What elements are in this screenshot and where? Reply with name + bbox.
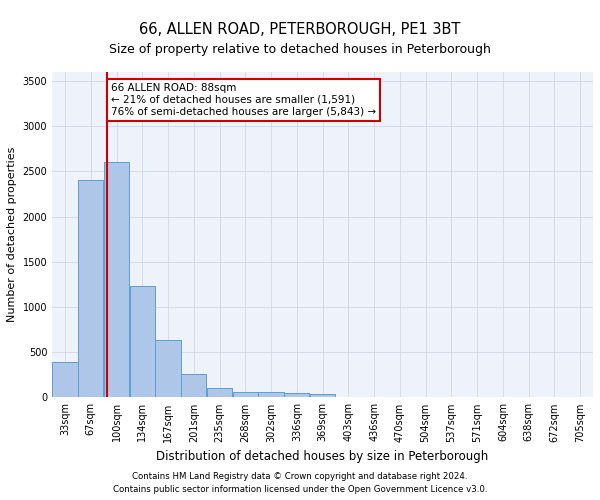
Bar (310, 394, 335, 398)
Bar (52, 362, 77, 398)
Text: 66, ALLEN ROAD, PETERBOROUGH, PE1 3BT: 66, ALLEN ROAD, PETERBOROUGH, PE1 3BT (139, 22, 461, 38)
Bar (78, 180, 103, 398)
Bar (130, 286, 155, 398)
Text: Contains HM Land Registry data © Crown copyright and database right 2024.: Contains HM Land Registry data © Crown c… (132, 472, 468, 481)
Bar (259, 392, 284, 398)
Text: 66 ALLEN ROAD: 88sqm
← 21% of detached houses are smaller (1,591)
76% of semi-de: 66 ALLEN ROAD: 88sqm ← 21% of detached h… (111, 84, 376, 116)
Y-axis label: Number of detached properties: Number of detached properties (7, 147, 17, 322)
Bar (233, 392, 258, 398)
Text: Contains public sector information licensed under the Open Government Licence v3: Contains public sector information licen… (113, 484, 487, 494)
Bar (181, 374, 206, 398)
Bar (104, 162, 129, 398)
Bar (155, 340, 181, 398)
Text: Size of property relative to detached houses in Peterborough: Size of property relative to detached ho… (109, 42, 491, 56)
Bar (207, 388, 232, 398)
X-axis label: Distribution of detached houses by size in Peterborough: Distribution of detached houses by size … (157, 450, 489, 463)
Bar (284, 394, 310, 398)
